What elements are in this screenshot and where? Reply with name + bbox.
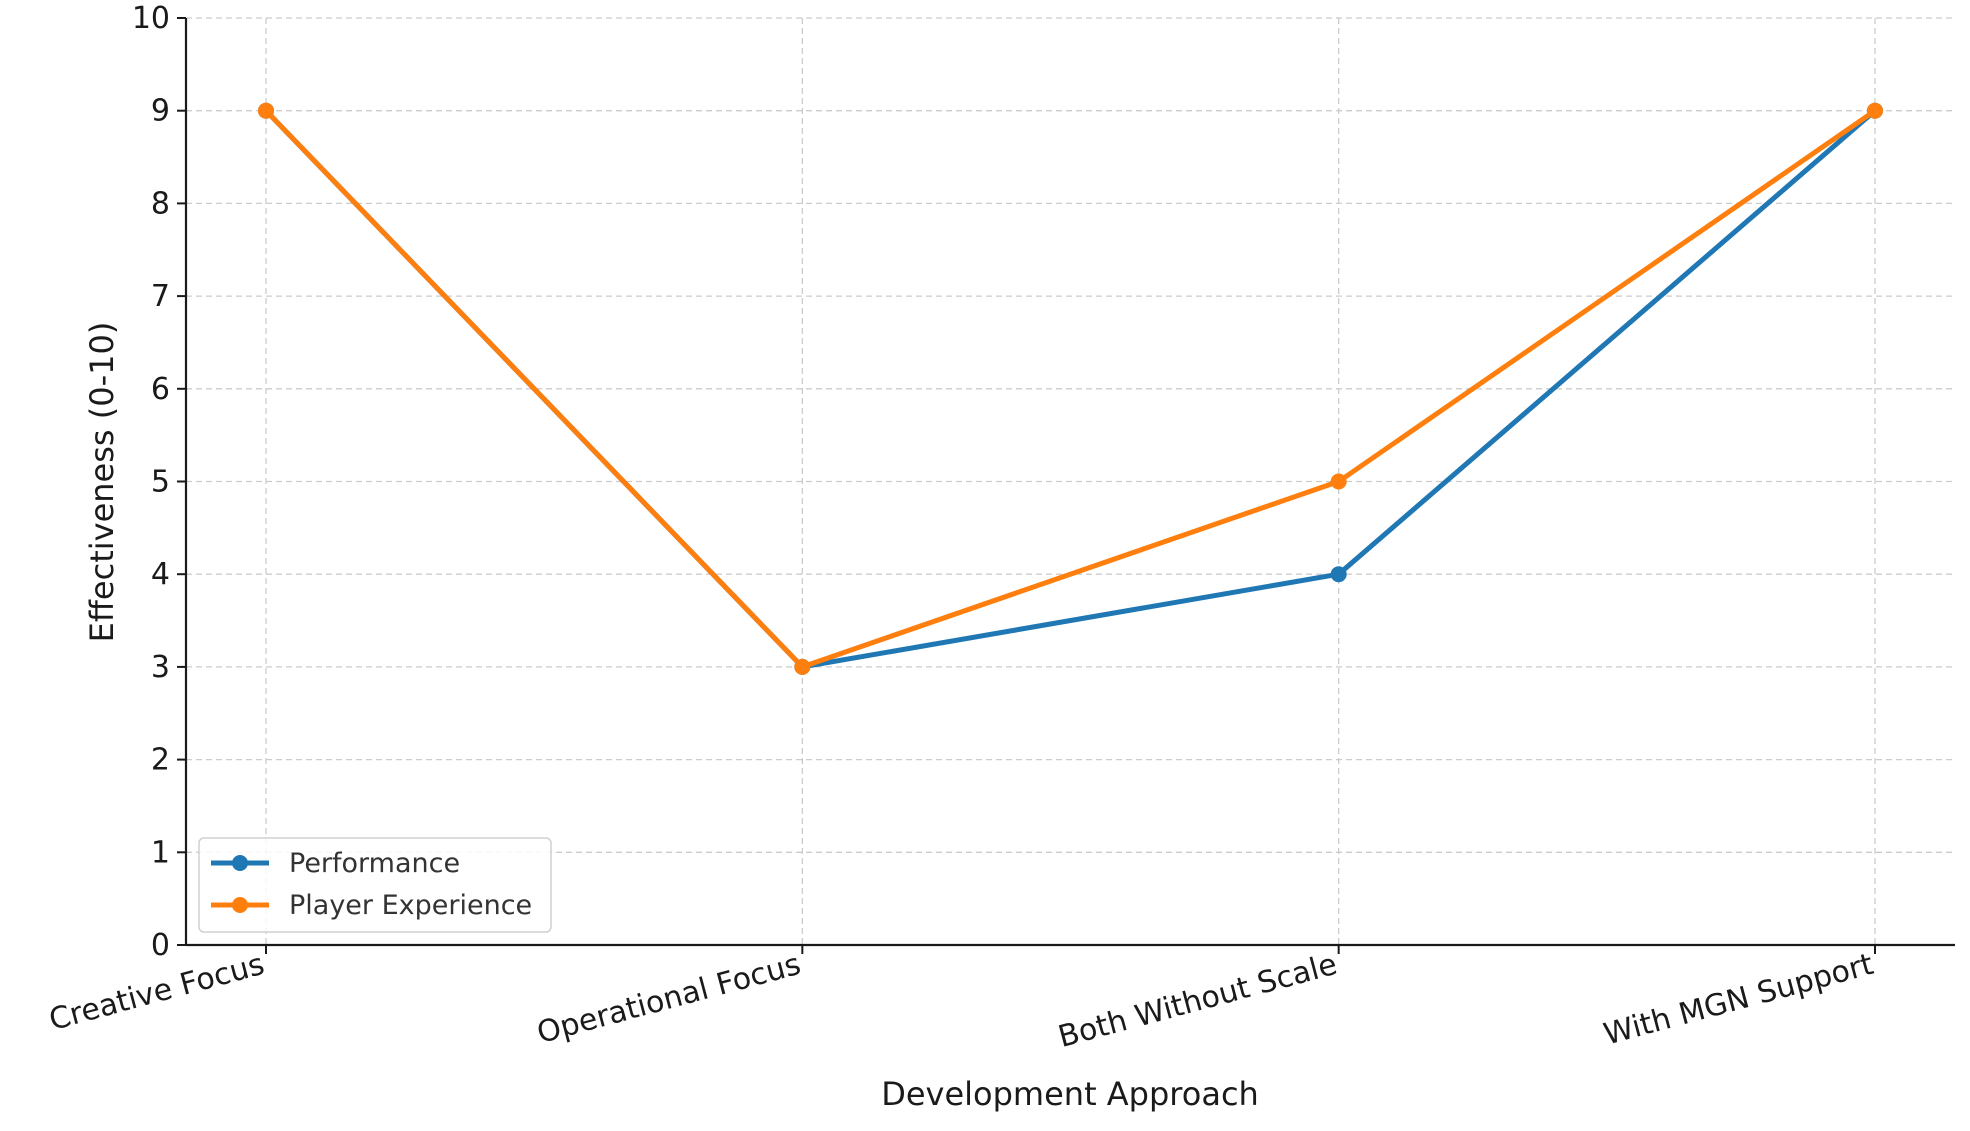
- y-tick-label: 6: [151, 372, 170, 407]
- y-tick-label: 1: [151, 835, 170, 870]
- data-point: [1867, 102, 1883, 119]
- data-point: [794, 658, 811, 675]
- legend-marker: [232, 855, 248, 871]
- y-tick-label: 9: [151, 94, 170, 129]
- legend-item: Performance: [211, 848, 460, 879]
- series-line: [263, 108, 1878, 670]
- legend-item: Player Experience: [211, 890, 532, 921]
- legend-label: Performance: [289, 848, 460, 879]
- y-tick-label: 3: [151, 650, 170, 685]
- y-tick-label: 7: [151, 279, 170, 314]
- y-tick-label: 5: [151, 465, 170, 500]
- legend-box: [198, 837, 552, 933]
- legend-marker: [232, 897, 248, 913]
- y-tick-label: 2: [151, 743, 170, 778]
- x-axis-title: Development Approach: [881, 1075, 1259, 1113]
- y-tick-label: 8: [151, 186, 170, 221]
- series-player-experience: [258, 102, 1883, 675]
- y-tick-label: 4: [151, 557, 170, 592]
- y-tick-label: 0: [151, 928, 170, 963]
- x-tick-label: Operational Focus: [533, 947, 804, 1051]
- y-tick-label: 10: [132, 1, 170, 36]
- data-point: [1330, 566, 1347, 583]
- data-point: [1330, 473, 1347, 490]
- series-layer: [258, 102, 1883, 675]
- legend: Performance Player Experience: [198, 837, 552, 933]
- y-axis-title: Effectiveness (0-10): [83, 322, 121, 643]
- legend-label: Player Experience: [289, 890, 532, 921]
- x-tick-label: With MGN Support: [1600, 947, 1877, 1053]
- grid: [186, 17, 1955, 946]
- data-point: [258, 102, 274, 119]
- x-tick-label: Both Without Scale: [1055, 947, 1341, 1055]
